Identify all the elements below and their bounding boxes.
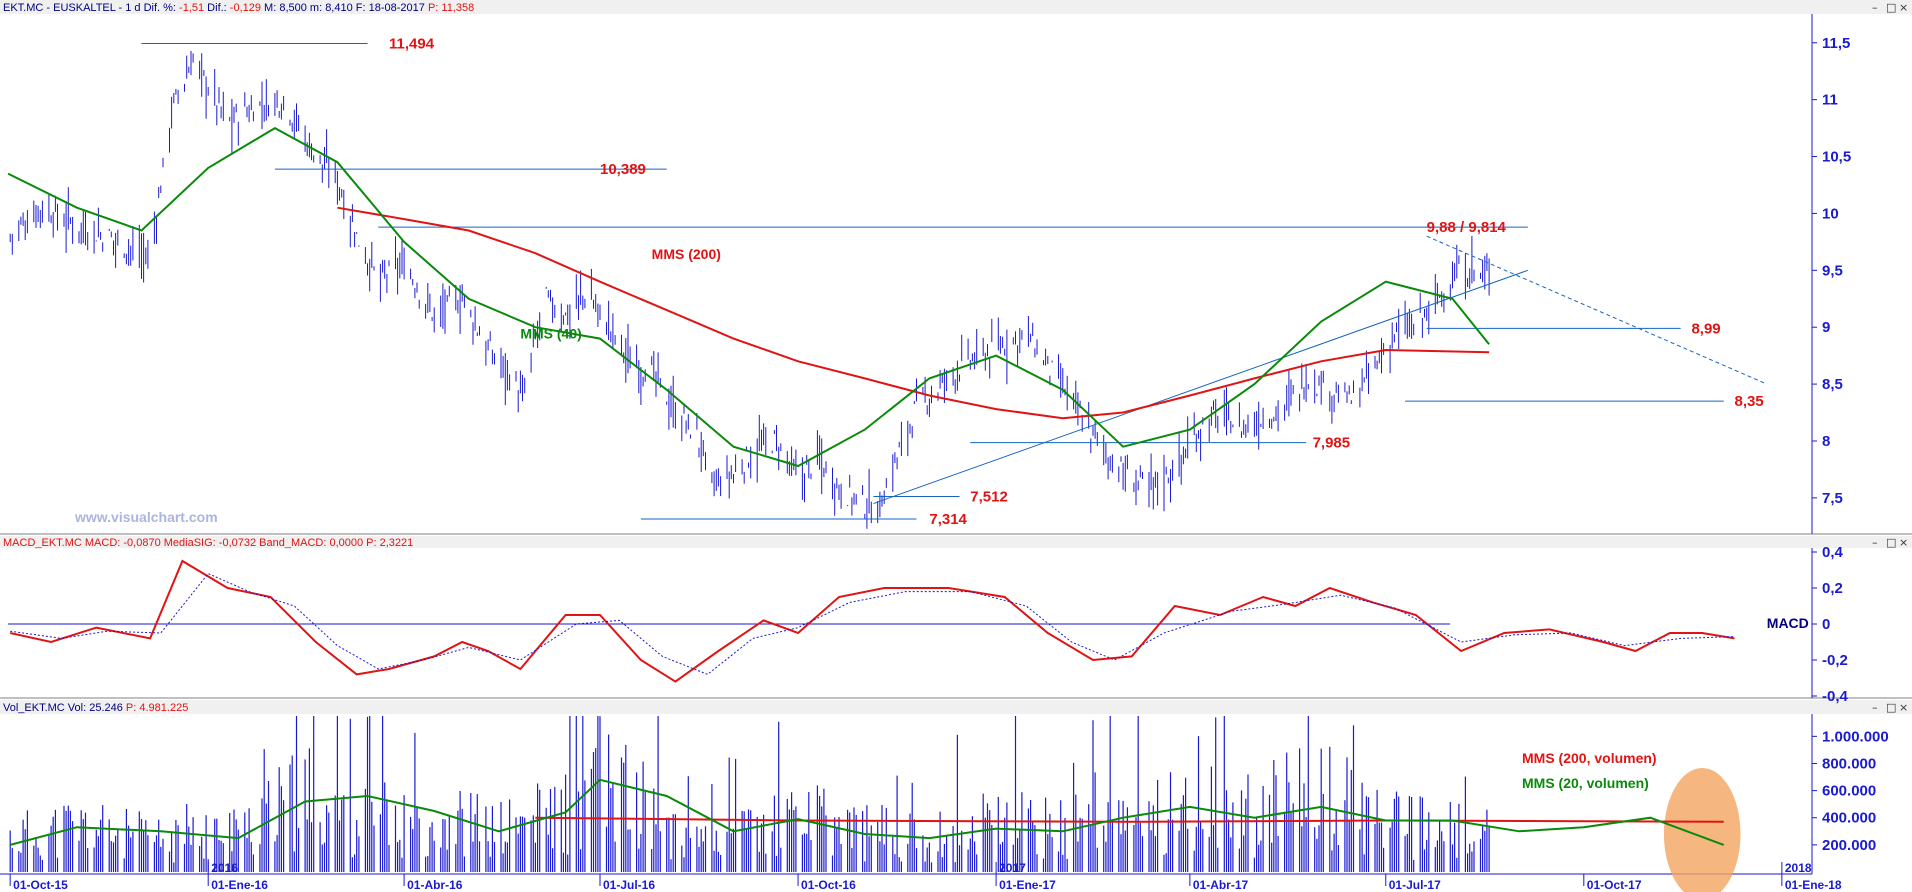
x-tick-label: 01-Ene-17 <box>999 878 1056 892</box>
minimize-icon[interactable]: – <box>1872 701 1878 714</box>
price-y-tick-label: 8,5 <box>1822 376 1843 393</box>
close-icon[interactable]: × <box>1899 536 1908 549</box>
volume-header-seg: P: 4.981.225 <box>126 702 188 714</box>
price-header-seg: EKT.MC - EUSKALTEL - 1 d Dif. %: <box>3 2 179 14</box>
price-header-seg: -0,129 <box>230 2 261 14</box>
ma-annotation: MMS (40) <box>520 326 581 342</box>
volume-legend-entry: MMS (200, volumen) <box>1522 750 1657 766</box>
price-y-tick-label: 10,5 <box>1822 149 1851 166</box>
macd-panel: -0,4 -0,2 0 0,2 0,4 MACD <box>8 544 1849 705</box>
level-label: 7,314 <box>929 511 967 528</box>
level-label: 8,35 <box>1735 393 1764 410</box>
level-label: 7,512 <box>970 489 1008 506</box>
macd-y-tick-label: -0,4 <box>1822 688 1849 705</box>
macd-y-tick-label: 0 <box>1822 616 1830 633</box>
level-label: 7,985 <box>1313 435 1351 452</box>
x-tick-label: 01-Jul-16 <box>603 878 655 892</box>
volume-header-text: Vol_EKT.MC Vol: 25.246 P: 4.981.225 <box>3 702 188 714</box>
price-y-tick-label: 10 <box>1822 205 1839 222</box>
year-mark-label: 2017 <box>999 861 1026 875</box>
level-label: 9,88 / 9,814 <box>1427 219 1507 236</box>
volume-moving-average <box>9 778 1725 846</box>
macd-header-seg: MACD_EKT.MC MACD: -0,0870 MediaSIG: -0,0… <box>3 537 366 549</box>
price-window-buttons[interactable]: – □ × <box>1872 1 1908 14</box>
x-tick-label: 01-Oct-16 <box>801 878 856 892</box>
year-mark-label: 2018 <box>1785 861 1812 875</box>
x-tick-label: 01-Oct-15 <box>13 878 68 892</box>
maximize-icon[interactable]: □ <box>1886 701 1896 714</box>
price-y-tick-label: 7,5 <box>1822 490 1843 507</box>
x-axis: 01-Oct-15 01-Ene-16 01-Abr-16 01-Jul-16 01-O… <box>9 861 1842 892</box>
volume-y-tick-label: 800.000 <box>1822 755 1876 772</box>
price-header-bar <box>0 0 1912 14</box>
macd-y-tick-label: -0,2 <box>1822 652 1848 669</box>
volume-panel: 200.000 400.000 600.000 800.000 1.000.000 MMS… <box>9 716 1889 892</box>
price-header-text: EKT.MC - EUSKALTEL - 1 d Dif. %: -1,51 D… <box>3 2 474 14</box>
volume-highlight <box>1663 768 1741 892</box>
downtrend-line <box>1426 235 1767 385</box>
level-label: 8,99 <box>1691 320 1720 337</box>
moving-average-line <box>337 206 1490 420</box>
x-tick-label: 01-Ene-18 <box>1785 878 1842 892</box>
x-tick-label: 01-Abr-17 <box>1193 878 1249 892</box>
maximize-icon[interactable]: □ <box>1886 1 1896 14</box>
price-y-tick-label: 9,5 <box>1822 262 1843 279</box>
macd-line <box>9 559 1735 683</box>
volume-y-tick-label: 600.000 <box>1822 783 1876 800</box>
volume-y-tick-label: 200.000 <box>1822 837 1876 854</box>
macd-header-bar <box>0 536 1912 548</box>
close-icon[interactable]: × <box>1899 1 1908 14</box>
level-label: 11,494 <box>389 35 435 52</box>
volume-window-buttons[interactable]: – □ × <box>1872 701 1908 714</box>
volume-legend-entry: MMS (20, volumen) <box>1522 775 1649 791</box>
price-header-seg: P: 11,358 <box>428 2 474 14</box>
volume-y-tick-label: 400.000 <box>1822 810 1876 827</box>
minimize-icon[interactable]: – <box>1872 536 1878 549</box>
level-label: 10,389 <box>600 161 646 178</box>
maximize-icon[interactable]: □ <box>1886 536 1896 549</box>
x-tick-label: 01-Abr-16 <box>407 878 463 892</box>
x-tick-label: 01-Oct-17 <box>1587 878 1642 892</box>
macd-y-tick-label: 0,4 <box>1822 544 1844 561</box>
volume-header-bar <box>0 700 1912 714</box>
price-y-tick-label: 11 <box>1822 92 1838 109</box>
price-y-tick-label: 9 <box>1822 319 1830 336</box>
moving-average-line <box>7 126 1490 468</box>
price-y-tick-label: 8 <box>1822 433 1830 450</box>
macd-header-seg: P: 2,3221 <box>366 537 413 549</box>
ma-annotation: MMS (200) <box>652 246 721 262</box>
price-header-seg: Dif.: <box>204 2 230 14</box>
macd-header-text: MACD_EKT.MC MACD: -0,0870 MediaSIG: -0,0… <box>3 537 413 549</box>
macd-signal-line <box>10 572 1735 675</box>
macd-label: MACD <box>1767 615 1809 631</box>
price-header-seg: -1,51 <box>179 2 204 14</box>
price-y-tick-label: 11,5 <box>1822 35 1850 52</box>
watermark: www.visualchart.com <box>74 509 218 525</box>
macd-window-buttons[interactable]: – □ × <box>1872 536 1908 549</box>
x-tick-label: 01-Ene-16 <box>211 878 268 892</box>
price-panel: 7,5 8 8,5 9 9,5 10 10,5 11 11,5 11,494 10,389 9,88 … <box>7 35 1851 529</box>
volume-header-seg: Vol_EKT.MC Vol: 25.246 <box>3 702 126 714</box>
year-mark-label: 2016 <box>211 861 238 875</box>
close-icon[interactable]: × <box>1899 701 1908 714</box>
x-tick-label: 01-Jul-17 <box>1389 878 1441 892</box>
volume-y-tick-label: 1.000.000 <box>1822 728 1889 745</box>
uptrend-line <box>873 269 1529 505</box>
minimize-icon[interactable]: – <box>1872 1 1878 14</box>
macd-y-tick-label: 0,2 <box>1822 580 1843 597</box>
price-header-seg: M: 8,500 m: 8,410 F: 18-08-2017 <box>261 2 428 14</box>
